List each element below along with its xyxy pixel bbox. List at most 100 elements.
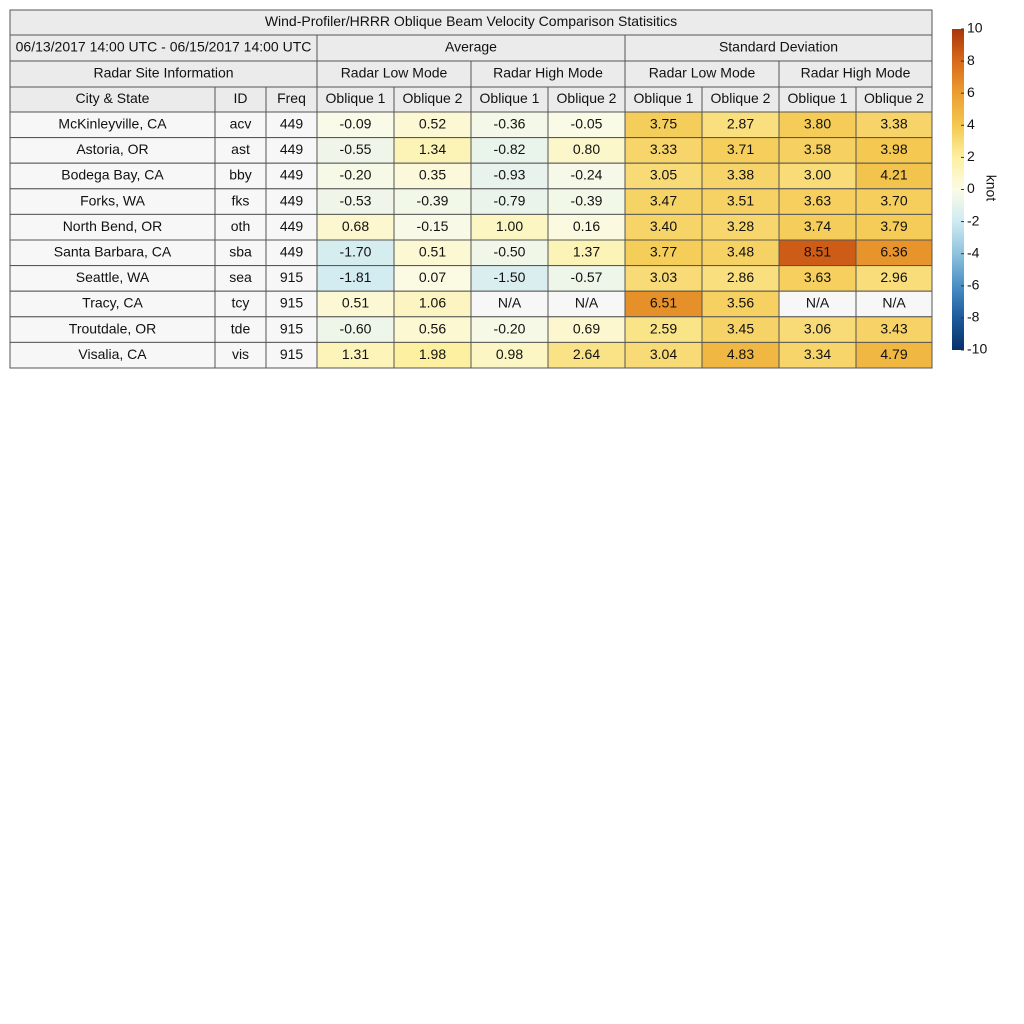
table-cell: -0.36 [494, 116, 526, 132]
table-cell-bg [265, 239, 318, 267]
colorbar-label: knot [983, 175, 999, 202]
table-cell-bg [547, 239, 626, 267]
table-cell: -0.09 [340, 116, 372, 132]
table-cell: 2.96 [880, 269, 907, 285]
table-cell: -0.50 [494, 244, 526, 260]
table-cell-bg [624, 239, 703, 267]
table-cell: 8.51 [804, 244, 831, 260]
table-cell: 3.34 [804, 346, 831, 362]
table-cell: acv [230, 116, 252, 132]
table-cell: -0.82 [494, 141, 526, 157]
table-cell-bg [214, 111, 267, 139]
table-cell-bg [701, 137, 780, 164]
table-cell-bg [214, 290, 267, 318]
table-cell-bg [393, 137, 472, 164]
table-cell-bg [393, 162, 472, 190]
table-cell: 2.64 [573, 346, 600, 362]
table-cell-bg [9, 239, 216, 267]
colorbar-tick-label: -2 [967, 212, 980, 228]
table-cell-bg [9, 265, 216, 292]
table-cell: 3.00 [804, 167, 831, 183]
table-cell: 1.98 [419, 346, 446, 362]
table-cell: 4.21 [880, 167, 907, 183]
table-cell-bg [9, 188, 216, 215]
table-cell: 3.48 [727, 244, 754, 260]
table-cell: 0.07 [419, 269, 446, 285]
table-cell: 1.31 [342, 346, 369, 362]
table-title: Wind-Profiler/HRRR Oblique Beam Velocity… [265, 13, 677, 29]
table-cell: 449 [280, 116, 304, 132]
table-cell: 3.43 [880, 320, 907, 336]
table-cell: 3.51 [727, 192, 754, 208]
table-cell: -0.79 [494, 192, 526, 208]
table-cell-bg [778, 316, 857, 343]
table-cell: -0.39 [571, 192, 603, 208]
table-cell-bg [265, 213, 318, 241]
table-cell: 3.33 [650, 141, 677, 157]
table-cell: 2.87 [727, 116, 754, 132]
column-header-bg [855, 86, 933, 113]
table-cell: 3.80 [804, 116, 831, 132]
column-header: Oblique 2 [864, 90, 924, 106]
table-cell: Forks, WA [80, 192, 145, 208]
colorbar-tick-label: 8 [967, 52, 975, 68]
table-cell: oth [231, 218, 250, 234]
table-cell: 3.58 [804, 141, 831, 157]
table-cell: 3.63 [804, 269, 831, 285]
table-cell-bg [547, 111, 626, 139]
column-header: City & State [76, 90, 150, 106]
table-cell: -1.70 [340, 244, 372, 260]
table-cell: -0.20 [340, 167, 372, 183]
table-cell-bg [701, 111, 780, 139]
table-cell: 6.51 [650, 295, 677, 311]
table-cell: Seattle, WA [76, 269, 150, 285]
colorbar [952, 29, 964, 350]
table-cell: 0.98 [496, 346, 523, 362]
table-cell: 0.56 [419, 320, 446, 336]
table-cell: Astoria, OR [76, 141, 148, 157]
table-cell-bg [855, 213, 933, 241]
table-cell: 3.79 [880, 218, 907, 234]
table-cell: 449 [280, 218, 304, 234]
table-cell: tcy [232, 295, 250, 311]
table-cell: North Bend, OR [63, 218, 163, 234]
table-cell: 3.56 [727, 295, 754, 311]
table-cell: 3.38 [727, 167, 754, 183]
column-header-bg [393, 86, 472, 113]
table-cell-bg [624, 290, 703, 318]
table-cell-bg [778, 213, 857, 241]
table-cell-bg [778, 239, 857, 267]
table-cell: 3.71 [727, 141, 754, 157]
table-cell: N/A [498, 295, 522, 311]
colorbar-tick-label: -4 [967, 244, 980, 260]
table-cell-bg [214, 341, 267, 369]
group-header-bg [316, 34, 626, 62]
table-cell: 0.68 [342, 218, 369, 234]
table-cell: -0.20 [494, 320, 526, 336]
table-cell: 0.80 [573, 141, 600, 157]
table-cell-bg [778, 265, 857, 292]
table-cell: -1.50 [494, 269, 526, 285]
table-cell-bg [855, 290, 933, 318]
table-cell: -0.57 [571, 269, 603, 285]
table-cell: 915 [280, 346, 304, 362]
table-cell: 1.00 [496, 218, 523, 234]
table-cell-bg [855, 188, 933, 215]
date-range: 06/13/2017 14:00 UTC - 06/15/2017 14:00 … [16, 39, 312, 55]
table-cell: -0.55 [340, 141, 372, 157]
colorbar-tick-label: 2 [967, 148, 975, 164]
table-cell: 3.47 [650, 192, 677, 208]
table-cell: Bodega Bay, CA [61, 167, 164, 183]
table-cell: 449 [280, 141, 304, 157]
table-cell: 3.98 [880, 141, 907, 157]
mode-header: Radar Low Mode [341, 65, 448, 81]
table-cell: 0.16 [573, 218, 600, 234]
table-cell-bg [624, 341, 703, 369]
table-cell-bg [316, 239, 395, 267]
group-header-bg [624, 34, 933, 62]
table-cell: 0.69 [573, 320, 600, 336]
table-cell-bg [9, 162, 216, 190]
table-cell-bg [624, 188, 703, 215]
table-cell: 915 [280, 295, 304, 311]
table-cell-bg [214, 188, 267, 215]
